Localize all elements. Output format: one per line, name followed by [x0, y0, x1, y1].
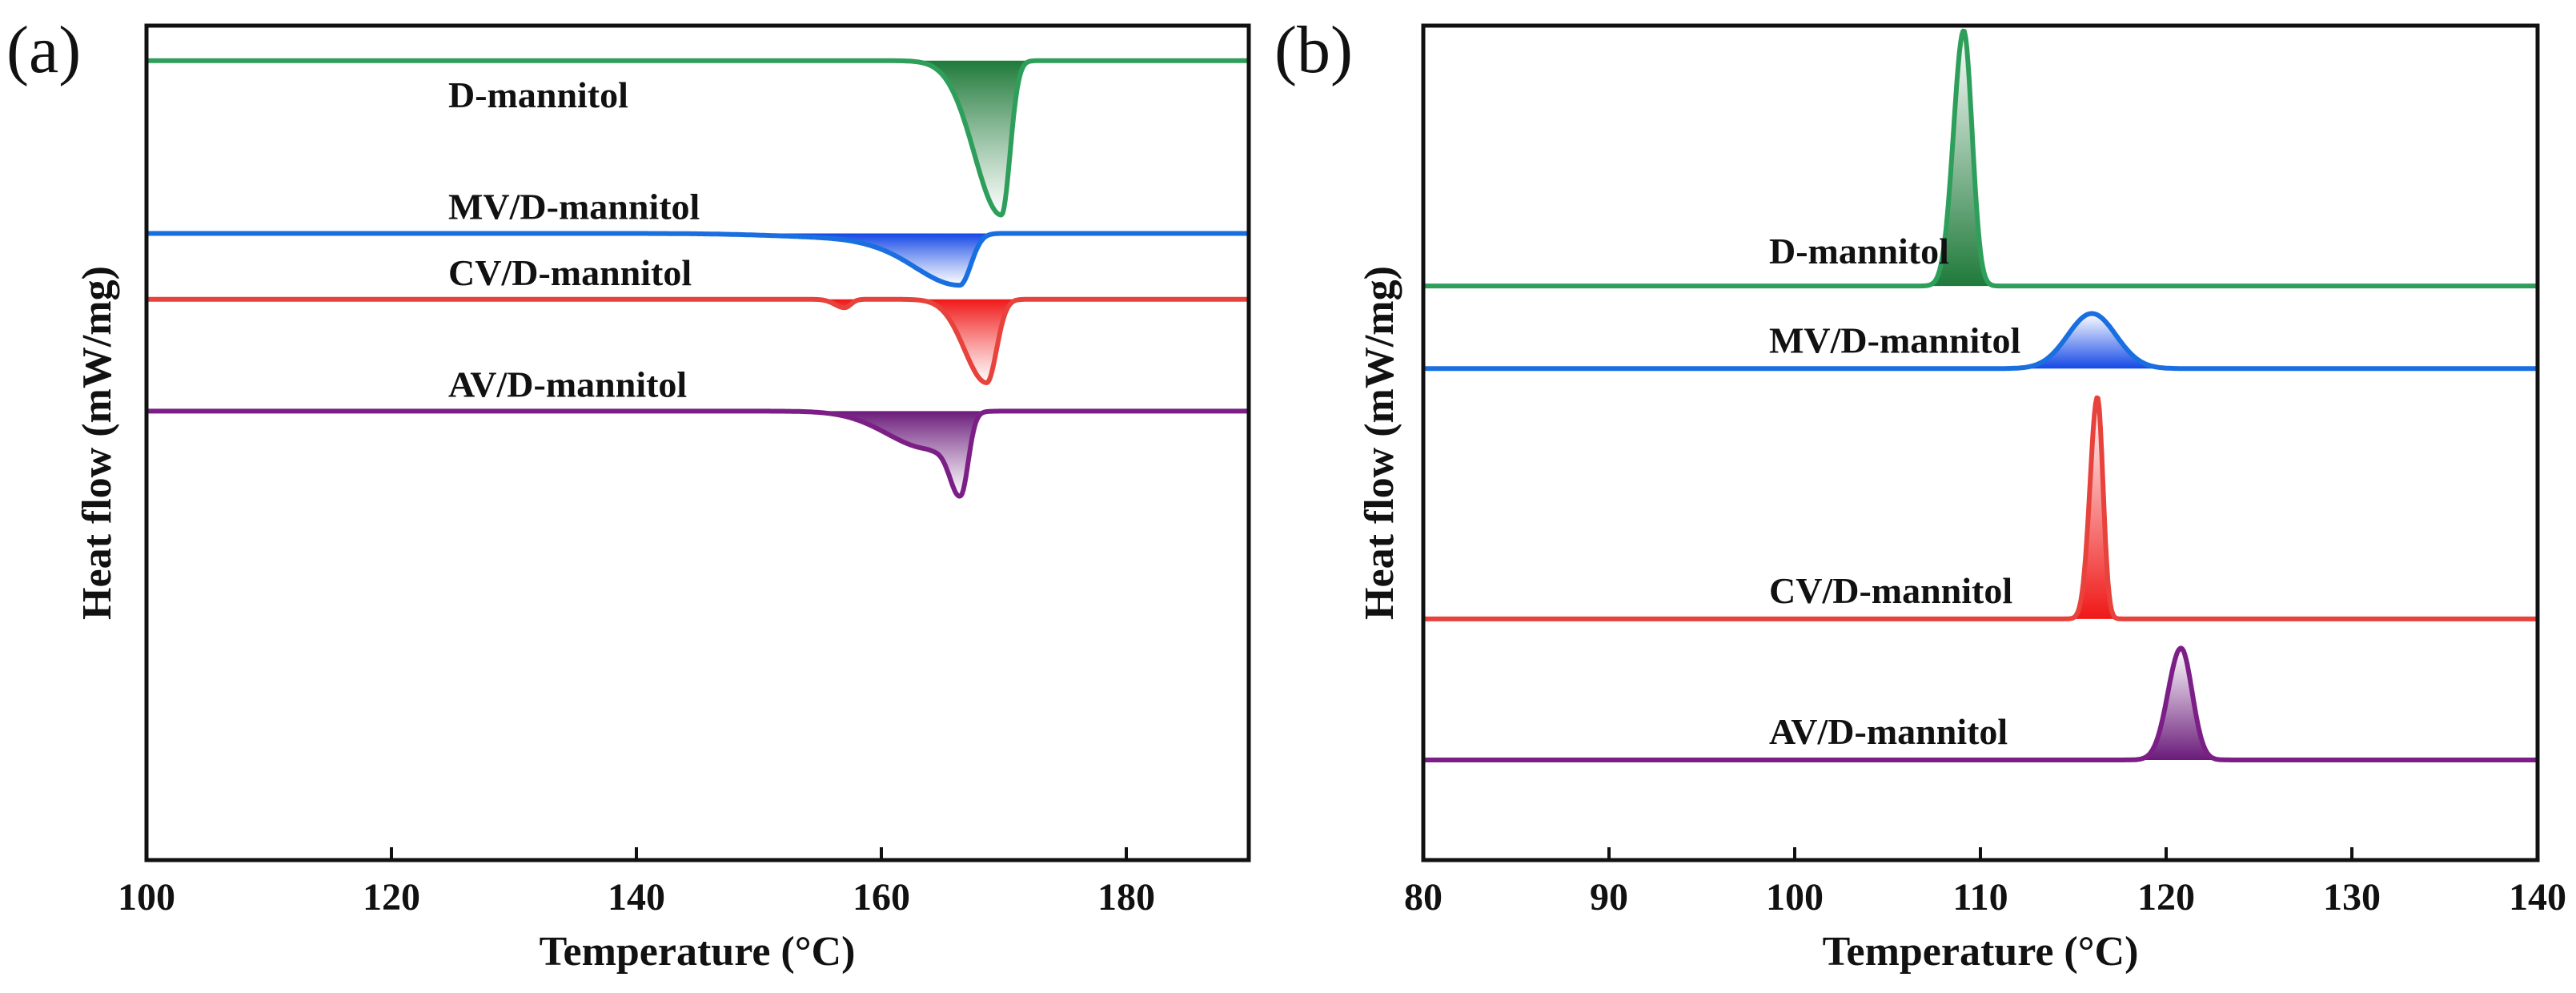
- x-tick-label: 120: [2137, 876, 2195, 919]
- panel-b-x-axis-title: Temperature (°C): [1823, 929, 2139, 975]
- series-line-mv-d-mannitol: [145, 231, 1250, 288]
- series-label: AV/D-mannitol: [448, 364, 687, 404]
- x-tick-label: 100: [118, 876, 175, 919]
- series-label: D-mannitol: [1769, 231, 1949, 271]
- peak-fill-av-d-mannitol: [2140, 648, 2216, 760]
- series-label: MV/D-mannitol: [1769, 320, 2020, 360]
- x-tick-label: 140: [2509, 876, 2566, 919]
- panel-b-series: D-mannitol MV/D-mannitol CV/D-mannitol AV/D…: [1422, 28, 2539, 762]
- peak-fill-av-d-mannitol: [809, 411, 985, 496]
- x-tick-label: 140: [608, 876, 665, 919]
- panel-b-x-ticks: 80 90 100 110 120 130 140: [1404, 847, 2566, 919]
- panel-b-y-axis-title: Heat flow (mW/mg): [1357, 266, 1402, 620]
- series-line-av-d-mannitol: [145, 408, 1250, 499]
- series-line-cv-d-mannitol: [1422, 395, 2539, 621]
- series-line-d-mannitol: [1422, 28, 2539, 289]
- series-label: D-mannitol: [448, 74, 628, 115]
- series-label: CV/D-mannitol: [448, 252, 692, 293]
- x-tick-label: 180: [1097, 876, 1155, 919]
- panel-a-x-axis-title: Temperature (°C): [540, 929, 856, 975]
- panel-b-label: (b): [1274, 13, 1353, 87]
- panel-a-y-axis-title: Heat flow (mW/mg): [74, 266, 120, 620]
- x-tick-label: 120: [363, 876, 420, 919]
- x-tick-label: 110: [1952, 876, 2008, 919]
- x-tick-label: 130: [2323, 876, 2381, 919]
- series-line-cv-d-mannitol: [145, 296, 1250, 385]
- series-label: AV/D-mannitol: [1769, 711, 2008, 752]
- series-label: MV/D-mannitol: [448, 186, 700, 227]
- peak-fill-mv-d-mannitol: [2020, 313, 2164, 369]
- x-tick-label: 100: [1766, 876, 1824, 919]
- panel-a-frame: [144, 23, 1251, 862]
- panel-b: (b) D-mannitol MV/D-mannitol CV/D-mannitol…: [1274, 13, 2566, 975]
- x-tick-label: 90: [1590, 876, 1628, 919]
- series-line-d-mannitol: [145, 58, 1250, 218]
- series-line-mv-d-mannitol: [1422, 311, 2539, 372]
- peak-fill-cv-d-mannitol: [822, 299, 1017, 383]
- panel-a-label: (a): [6, 13, 81, 87]
- panel-a: (a) D-mannitol MV/D-mannitol CV/D-mannitol…: [6, 13, 1251, 975]
- panel-a-series: D-mannitol MV/D-mannitol CV/D-mannitol AV/D…: [145, 58, 1250, 499]
- x-tick-label: 160: [853, 876, 910, 919]
- series-label: CV/D-mannitol: [1769, 570, 2012, 611]
- series-line-av-d-mannitol: [1422, 645, 2539, 762]
- peak-fill-mv-d-mannitol: [714, 233, 992, 286]
- x-tick-label: 80: [1404, 876, 1442, 919]
- panel-a-x-ticks: 100 120 140 160 180: [118, 847, 1155, 919]
